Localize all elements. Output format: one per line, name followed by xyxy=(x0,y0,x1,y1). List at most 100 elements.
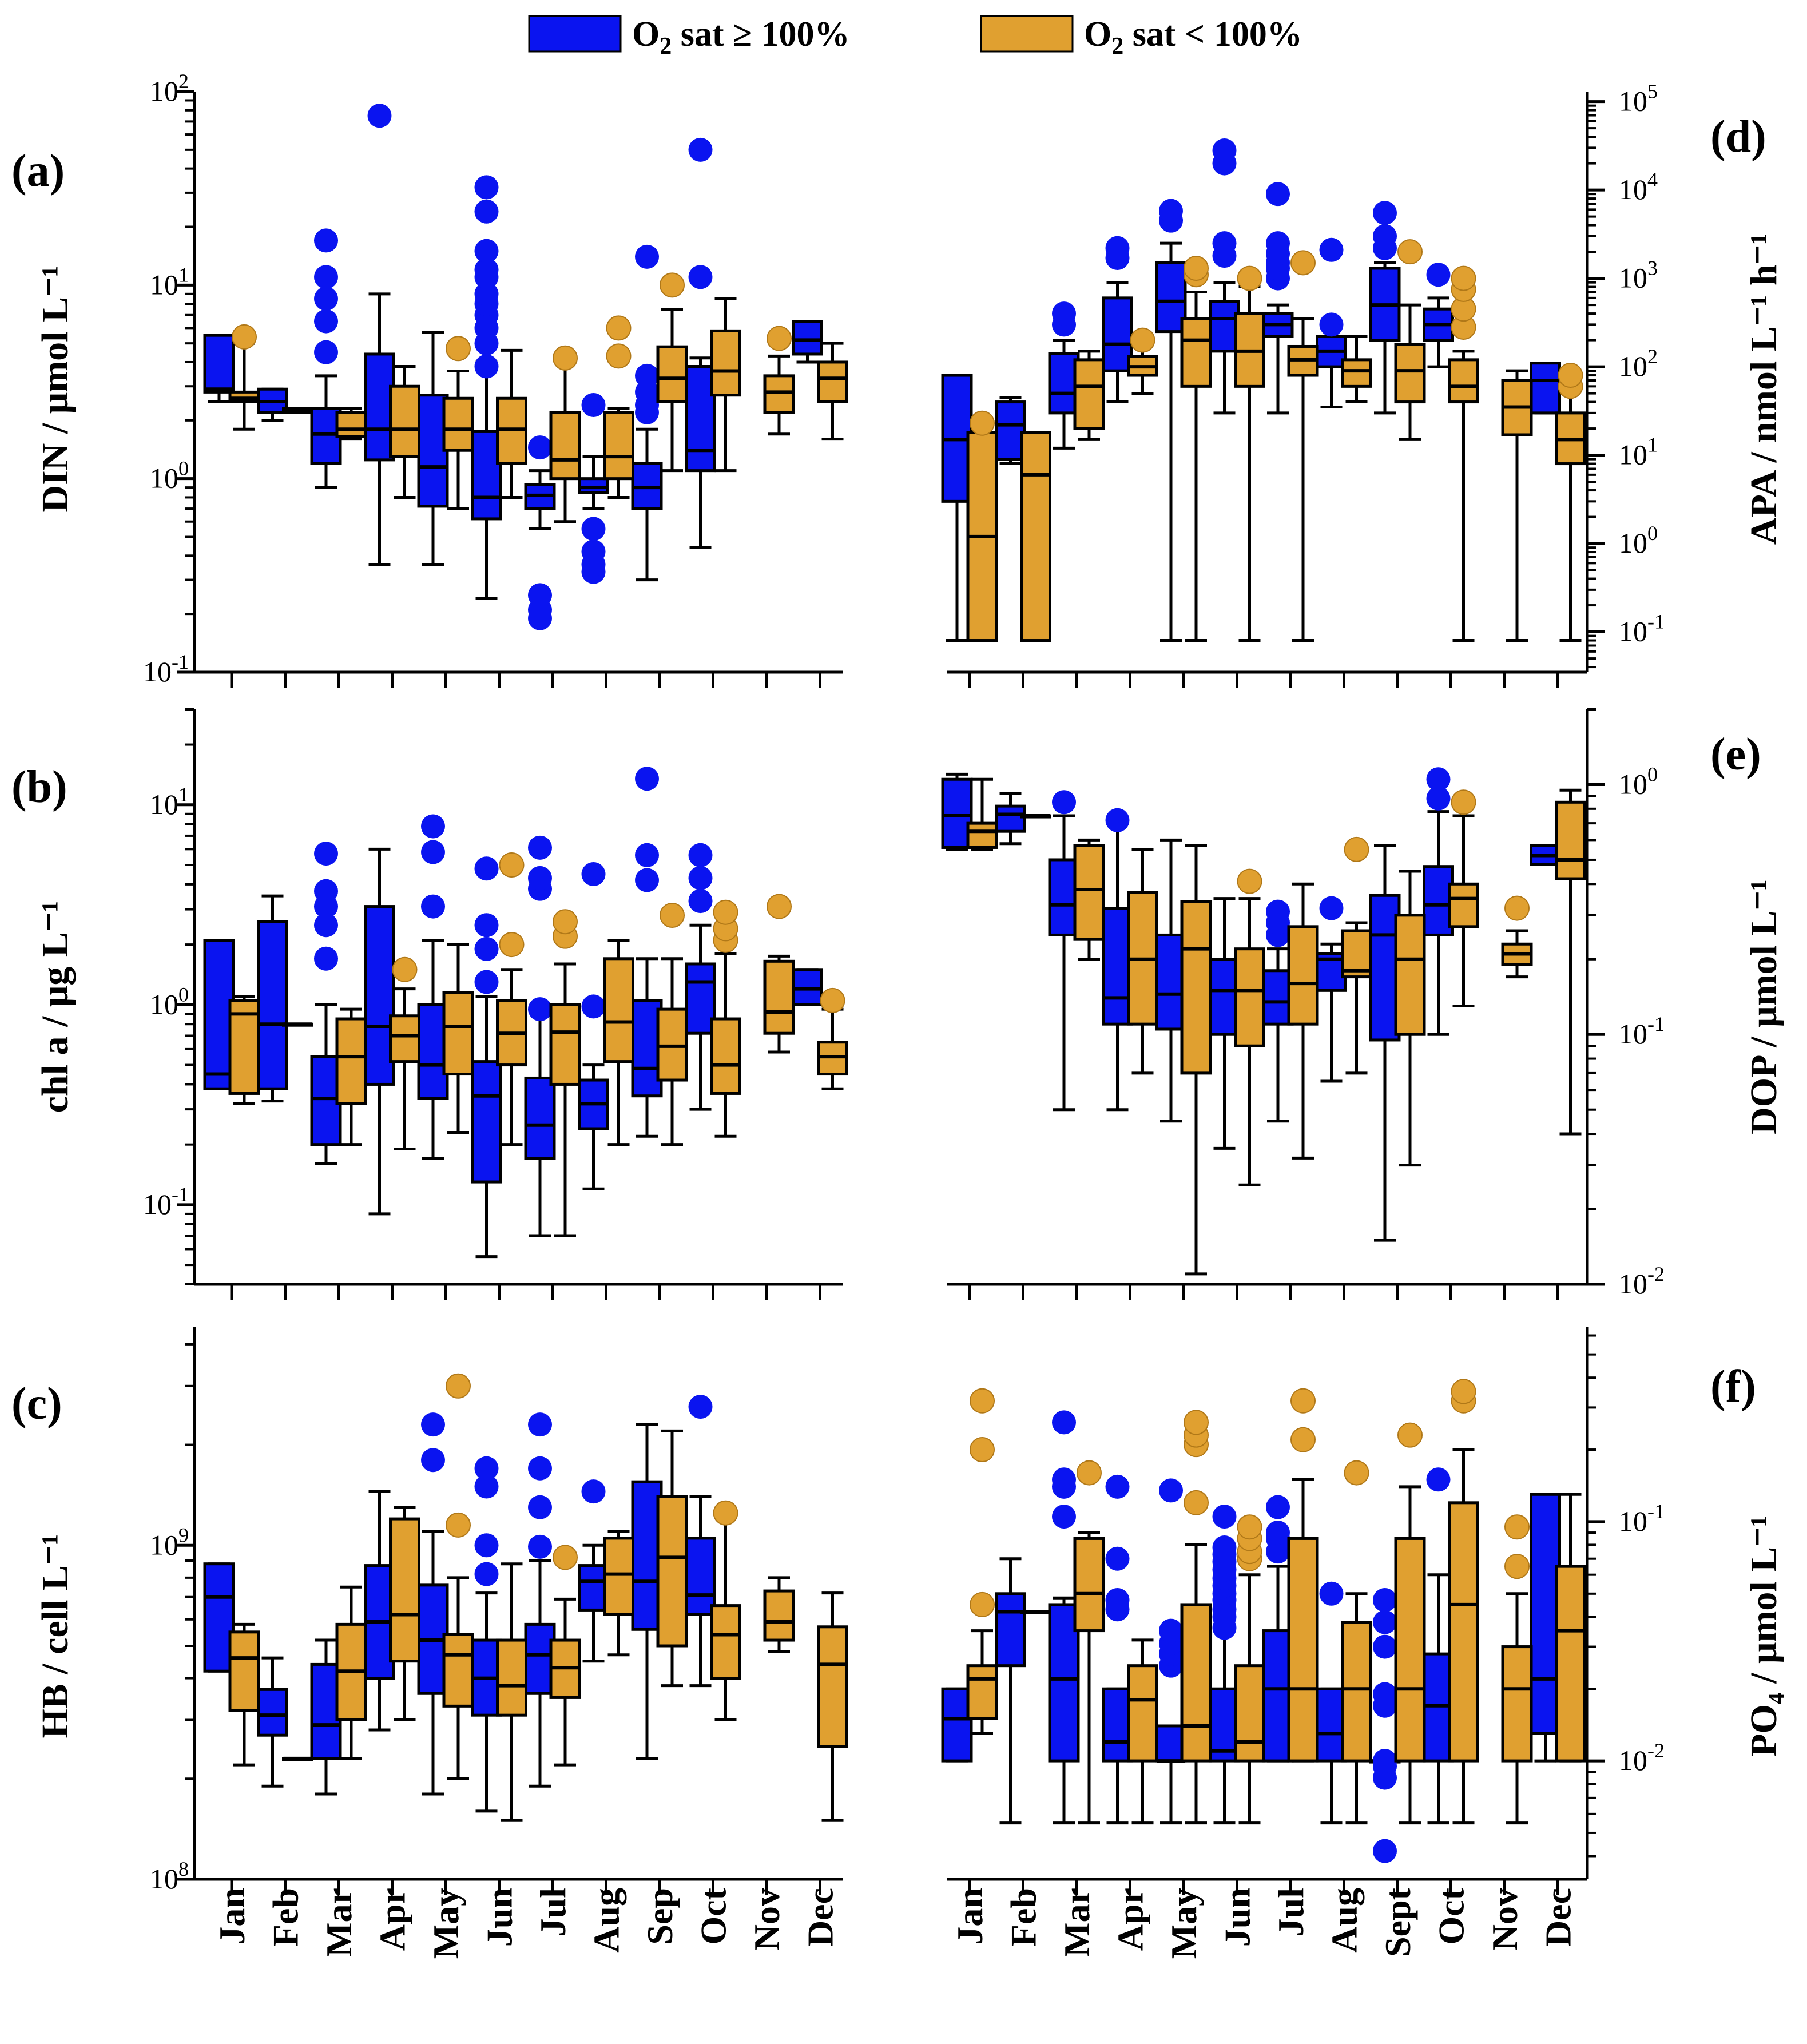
outlier-point xyxy=(1266,899,1290,924)
box-o2-low xyxy=(1287,925,1319,1026)
outlier-point xyxy=(421,1448,445,1473)
outlier-point xyxy=(1266,1521,1290,1545)
outlier-point xyxy=(1052,790,1076,815)
y-tick-label: 10-2 xyxy=(1619,1739,1665,1776)
outlier-point xyxy=(474,257,499,282)
box-o2-high xyxy=(1048,1603,1080,1763)
y-axis-label: PO₄ / μmol L⁻¹ xyxy=(1743,1515,1785,1757)
outlier-point xyxy=(1052,1467,1076,1492)
box-o2-low xyxy=(603,411,634,481)
outlier-point xyxy=(1558,363,1583,388)
outlier-point xyxy=(1130,327,1155,353)
outlier-point xyxy=(474,936,499,961)
panel-label: (a) xyxy=(11,146,65,196)
box-o2-high xyxy=(257,1688,288,1737)
outlier-point xyxy=(1451,265,1476,291)
outlier-point xyxy=(314,879,338,903)
y-tick-label: 101 xyxy=(150,783,189,820)
outlier-point xyxy=(1266,1495,1290,1519)
month-label: Jan xyxy=(212,1888,252,1945)
outlier-point xyxy=(1373,1682,1397,1706)
box-o2-high xyxy=(471,430,502,521)
outlier-point xyxy=(635,868,659,892)
month-label: Jun xyxy=(1217,1888,1258,1947)
outlier-point xyxy=(474,970,499,994)
month-label: Sep xyxy=(640,1888,680,1945)
outlier-point xyxy=(474,199,499,224)
outlier-point xyxy=(635,363,659,388)
outlier-point xyxy=(314,309,338,334)
outlier-point xyxy=(635,767,659,791)
outlier-point xyxy=(1184,255,1209,281)
outlier-point xyxy=(1212,1535,1237,1560)
outlier-point xyxy=(1237,265,1262,291)
panel-c: (c) HB / cell L⁻¹ 108 109 xyxy=(11,1327,848,1895)
outlier-point xyxy=(314,913,338,938)
outlier-point xyxy=(1290,1388,1316,1414)
box-o2-low xyxy=(710,1604,741,1680)
outlier-point xyxy=(1504,895,1530,921)
y-axis-label: DIN / μmol L⁻¹ xyxy=(34,265,76,512)
outlier-point xyxy=(528,1456,552,1481)
outlier-point xyxy=(528,583,552,608)
y-tick-label: 100 xyxy=(150,457,189,494)
box-o2-low xyxy=(763,959,795,1035)
y-tick-label: 102 xyxy=(150,70,189,107)
outlier-point xyxy=(528,866,552,890)
panel-label: (c) xyxy=(11,1379,62,1429)
panel-b: (b) chl a / μg L⁻¹ 10-1 100 101 xyxy=(11,708,848,1300)
outlier-point xyxy=(314,842,338,866)
box-o2-high xyxy=(471,1060,502,1184)
outlier-point xyxy=(314,287,338,311)
box-o2-low xyxy=(1180,900,1212,1075)
month-label: Jul xyxy=(1270,1888,1311,1936)
outlier-point xyxy=(1184,1490,1209,1515)
outlier-point xyxy=(688,137,713,162)
outlier-point xyxy=(581,393,606,418)
outlier-point xyxy=(1397,239,1423,265)
outlier-point xyxy=(446,336,471,362)
box-o2-low xyxy=(1073,844,1105,941)
month-label: Dec xyxy=(800,1888,841,1947)
box-o2-low xyxy=(442,1633,474,1708)
box-o2-low xyxy=(442,396,474,452)
outlier-point xyxy=(1290,250,1316,276)
outlier-point xyxy=(767,894,792,919)
y-tick-label: 108 xyxy=(150,1858,189,1895)
month-label: May xyxy=(1163,1888,1204,1959)
outlier-point xyxy=(635,843,659,867)
panel-d: (d) APA / nmol L⁻¹ h⁻¹ 10-1 100 101 102 103 1… xyxy=(941,80,1785,688)
outlier-point xyxy=(421,894,445,919)
box-o2-high xyxy=(995,804,1026,833)
box-o2-low xyxy=(1234,1664,1265,1763)
outlier-point xyxy=(1373,201,1397,225)
outlier-point xyxy=(553,1545,578,1570)
month-label: Oct xyxy=(1431,1887,1472,1944)
outlier-point xyxy=(688,1395,713,1419)
box-o2-low xyxy=(603,957,634,1063)
outlier-point xyxy=(474,1474,499,1499)
month-label: Aug xyxy=(586,1888,627,1953)
y-tick-label: 10-1 xyxy=(143,650,189,688)
month-labels-left: Jan Feb Mar Apr May Jun Jul Aug Sep Oct Nov Dec xyxy=(212,1887,841,1959)
outlier-point xyxy=(1319,237,1344,262)
box-o2-low xyxy=(228,1630,260,1712)
outlier-point xyxy=(474,1562,499,1586)
legend-label-blue: O2 sat ≥ 100% xyxy=(632,15,850,59)
outlier-point xyxy=(635,244,659,269)
box-o2-low xyxy=(549,411,581,481)
outlier-point xyxy=(528,835,552,860)
box-o2-low xyxy=(1180,1603,1212,1763)
outlier-point xyxy=(1237,868,1262,894)
box-o2-low xyxy=(1448,358,1479,404)
outlier-point xyxy=(713,1500,738,1526)
y-tick-label: 105 xyxy=(1619,80,1658,117)
month-labels-right: Jan Feb Mar Apr May Jun Jul Aug Sept Oct Nov Dec xyxy=(950,1887,1579,1959)
outlier-point xyxy=(581,1479,606,1504)
box-o2-low xyxy=(389,1517,420,1663)
outlier-point xyxy=(1319,1581,1344,1606)
y-tick-label: 100 xyxy=(1619,763,1658,800)
panel-label: (b) xyxy=(11,762,67,812)
box-o2-high xyxy=(203,334,235,394)
box-o2-low xyxy=(817,360,848,403)
